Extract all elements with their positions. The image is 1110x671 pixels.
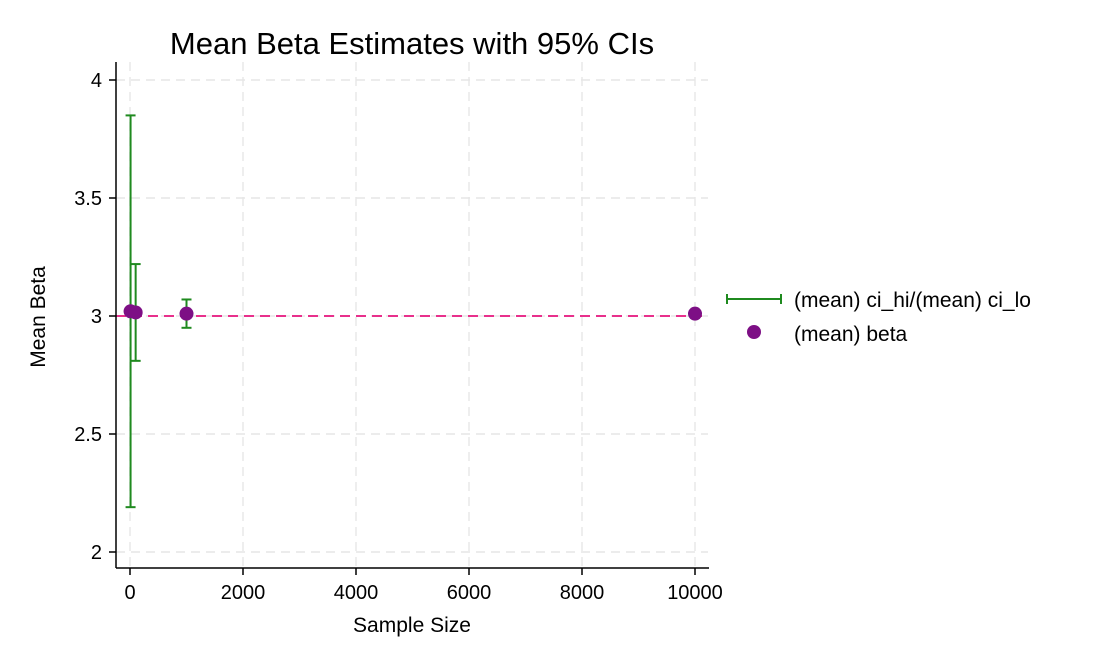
chart-title: Mean Beta Estimates with 95% CIs	[170, 26, 654, 61]
legend-item-beta: (mean) beta	[747, 323, 908, 346]
x-tick-label-2: 4000	[334, 582, 379, 604]
beta-point-2	[179, 306, 194, 321]
legend-beta-label: (mean) beta	[794, 323, 908, 346]
beta-point-1	[128, 305, 143, 320]
axes	[115, 62, 709, 569]
x-tick-label-1: 2000	[221, 582, 266, 604]
point-series	[123, 304, 702, 321]
legend-item-ci: (mean) ci_hi/(mean) ci_lo	[726, 289, 1031, 312]
x-axis-label: Sample Size	[353, 614, 471, 637]
legend-beta-swatch	[747, 325, 761, 339]
y-tick-label-0: 2	[91, 542, 102, 564]
x-tick-label-4: 8000	[560, 582, 605, 604]
legend-ci-label: (mean) ci_hi/(mean) ci_lo	[794, 289, 1031, 312]
y-tick-label-4: 4	[91, 70, 102, 92]
x-tick-label-5: 10000	[667, 582, 723, 604]
beta-point-3	[688, 306, 702, 321]
ticks: 0 2000 4000 6000 8000 10000 2 2.5 3 3.5 4	[74, 70, 723, 604]
legend: (mean) ci_hi/(mean) ci_lo (mean) beta	[726, 289, 1031, 346]
y-tick-label-3: 3.5	[74, 188, 102, 210]
y-tick-label-2: 3	[91, 306, 102, 328]
y-axis-label: Mean Beta	[27, 266, 50, 368]
x-tick-label-3: 6000	[447, 582, 492, 604]
errorbar-series	[125, 114, 700, 509]
x-tick-label-0: 0	[124, 582, 135, 604]
y-tick-label-1: 2.5	[74, 424, 102, 446]
